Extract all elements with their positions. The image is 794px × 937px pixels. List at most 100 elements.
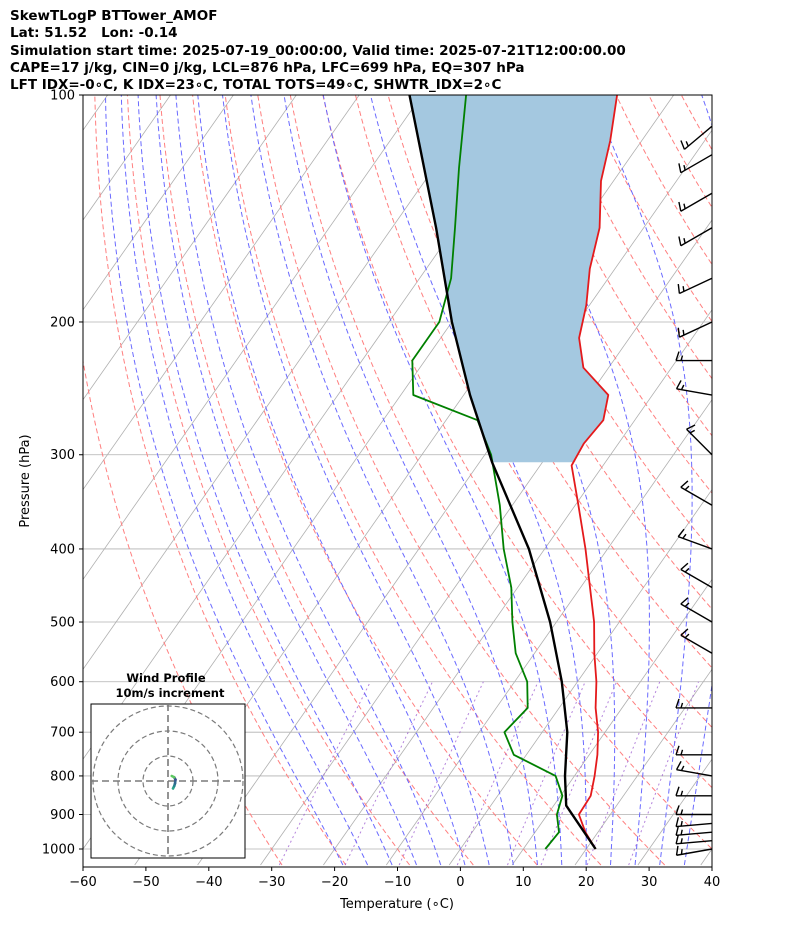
mixing-ratio-line [456, 681, 539, 866]
hodograph-segment [170, 774, 176, 779]
y-tick-label: 1000 [42, 843, 75, 858]
wind-barb [675, 761, 713, 777]
wind-barb-shaft [676, 388, 713, 396]
wind-barb [678, 192, 713, 212]
dry-adiabat-line [224, 95, 602, 866]
x-tick-label: −60 [69, 875, 96, 890]
chart-title: SkewTLogP BTTower_AMOF [10, 8, 218, 24]
isotherm-line [448, 488, 712, 866]
wind-barb [678, 154, 713, 174]
wind-barb-feather [680, 140, 686, 150]
wind-barb-half-feather [680, 790, 684, 796]
wind-barb-feather [675, 698, 680, 709]
wind-barb [680, 562, 713, 589]
wind-barb-feather [675, 834, 680, 845]
wind-barb-shaft [686, 428, 713, 456]
wind-barb [675, 817, 713, 828]
wind-barb-half-feather [680, 809, 684, 815]
wind-barb-shaft [680, 634, 713, 654]
x-tick-label: 10 [515, 875, 532, 890]
wind-barb-feather [680, 562, 689, 571]
wind-barb [678, 227, 713, 247]
wind-barb-half-feather [684, 633, 690, 639]
wind-barb [686, 424, 713, 456]
wind-barb-half-feather [680, 355, 684, 361]
moist-adiabat-line [283, 95, 538, 866]
wind-barb-half-feather [684, 485, 690, 491]
wind-barb-shaft [680, 486, 713, 506]
wind-barb-shaft [680, 154, 713, 174]
y-tick-label: 500 [50, 616, 75, 631]
wind-barb-half-feather [685, 141, 689, 147]
wind-barb-half-feather [684, 567, 690, 573]
cape-area [409, 95, 618, 463]
dry-adiabat-line [615, 95, 712, 266]
wind-barb-shaft [680, 192, 713, 212]
isotherm-line [764, 95, 794, 865]
wind-barb-feather [675, 351, 680, 361]
wind-barb [675, 351, 712, 362]
isotherm-line [83, 95, 297, 401]
wind-barb-half-feather [682, 286, 685, 292]
wind-barb-feather [680, 597, 689, 605]
profile-lines [408, 95, 618, 850]
wind-barb-feather [675, 845, 679, 856]
wind-barb-shaft [676, 822, 713, 828]
moist-adiabat-line [175, 95, 442, 866]
wind-barb-feather [677, 327, 681, 338]
location-line: Lat: 51.52 Lon: -0.14 [10, 25, 178, 42]
time-line: Simulation start time: 2025-07-19_00:00:… [10, 42, 626, 59]
moist-adiabat-line [197, 95, 466, 866]
mixing-ratio-line [344, 681, 433, 866]
wind-barb-shaft [676, 831, 713, 837]
mixing-ratio-line [398, 681, 484, 866]
y-tick-label: 200 [50, 315, 75, 330]
hodograph-title: Wind Profile [126, 671, 206, 685]
wind-barb [675, 380, 713, 396]
wind-barb-half-feather [683, 238, 686, 244]
wind-barb-feather [675, 817, 680, 827]
mixing-ratio-line [278, 681, 371, 866]
wind-barb-half-feather [684, 602, 690, 608]
wind-barb-feather [675, 380, 682, 390]
x-tick-label: −50 [132, 875, 159, 890]
isotherm-line [511, 578, 712, 866]
wind-barb-half-feather [680, 849, 683, 855]
x-tick-label: 30 [641, 875, 658, 890]
wind-barb [677, 277, 713, 295]
y-tick-label: 600 [50, 675, 75, 690]
wind-barb-half-feather [680, 838, 683, 844]
mixing-ratio-line [628, 681, 699, 866]
indices-line: LFT IDX=-0∘C, K IDX=23∘C, TOTAL TOTS=49∘… [10, 77, 502, 94]
isotherm-line [323, 309, 712, 866]
isotherm-line [574, 668, 712, 866]
isotherm-line [197, 129, 712, 866]
mixing-ratio-line [586, 681, 661, 866]
dry-adiabat-line [680, 95, 712, 151]
dry-adiabat-line [126, 95, 410, 866]
wind-barb-shaft [680, 227, 713, 247]
dry-adiabat-line [355, 95, 712, 729]
wind-barb-feather [675, 745, 680, 756]
wind-barb [675, 805, 712, 816]
dry-adiabat-line [714, 95, 794, 865]
dry-adiabat-line [192, 95, 538, 866]
wind-barb-half-feather [682, 533, 687, 539]
wind-barb [680, 597, 713, 623]
dry-adiabat-line [257, 95, 666, 866]
wind-barb-shaft [683, 125, 713, 150]
wind-barb-feather [677, 528, 685, 538]
wind-barb-feather [678, 201, 682, 212]
hodograph: Wind Profile 10m/s increment [90, 671, 246, 859]
isotherm-line [83, 95, 234, 311]
wind-barb-shaft [680, 603, 713, 623]
wind-barb-shaft [677, 535, 713, 550]
dry-adiabat-line [648, 95, 712, 209]
moist-adiabat-line [322, 95, 563, 866]
isotherm-line [637, 758, 712, 866]
wind-barb-half-feather [689, 429, 696, 434]
y-tick-label: 300 [50, 448, 75, 463]
hodograph-subtitle: 10m/s increment [116, 686, 225, 700]
y-tick-label: 700 [50, 726, 75, 741]
wind-barb [680, 480, 713, 506]
